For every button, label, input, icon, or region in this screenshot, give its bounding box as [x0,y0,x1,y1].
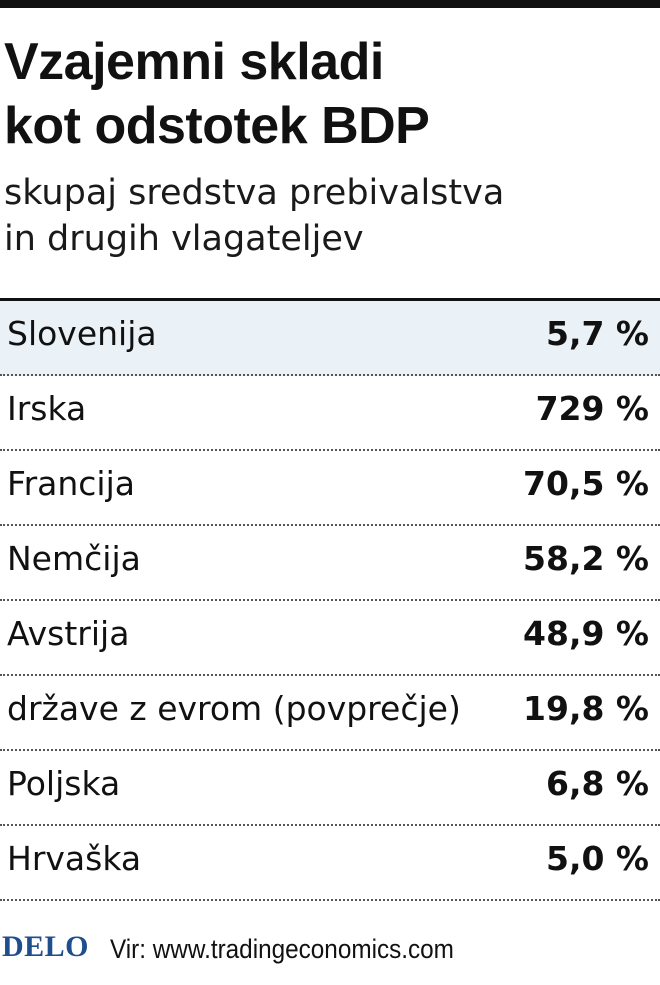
row-label: Francija [7,464,135,503]
row-value: 19,8 % [523,689,649,728]
row-label: Poljska [7,764,121,803]
row-label: Irska [7,389,87,428]
table-top-rule [0,298,660,301]
delo-logo: DELO [2,930,90,963]
row-value: 6,8 % [545,764,649,803]
row-value: 5,0 % [545,839,649,878]
chart-subtitle: skupaj sredstva prebivalstva in drugih v… [4,170,504,262]
row-value: 48,9 % [523,614,649,653]
data-table: Slovenija 5,7 % Irska 729 % Francija 70,5 % Ne… [0,301,660,901]
table-row: Francija 70,5 % [0,451,660,526]
row-label: države z evrom (povprečje) [7,689,461,728]
row-label: Slovenija [7,314,157,353]
table-row: Hrvaška 5,0 % [0,826,660,901]
title-line-1: Vzajemni skladi [4,33,384,91]
row-label: Nemčija [7,539,141,578]
footer: DELO Vir: www.tradingeconomics.com [0,925,660,969]
row-value: 729 % [535,389,649,428]
chart-title: Vzajemni skladi kot odstotek BDP [4,30,430,158]
table-row: države z evrom (povprečje) 19,8 % [0,676,660,751]
table-row: Poljska 6,8 % [0,751,660,826]
table-row: Nemčija 58,2 % [0,526,660,601]
subtitle-line-1: skupaj sredstva prebivalstva [4,173,505,213]
source-text: Vir: www.tradingeconomics.com [110,934,454,964]
row-label: Hrvaška [7,839,142,878]
row-value: 70,5 % [523,464,649,503]
subtitle-line-2: in drugih vlagateljev [4,219,364,259]
row-value: 5,7 % [545,314,649,353]
table-row: Irska 729 % [0,376,660,451]
row-label: Avstrija [7,614,130,653]
table-row: Slovenija 5,7 % [0,301,660,376]
title-line-2: kot odstotek BDP [4,97,430,155]
top-rule [0,0,660,8]
row-value: 58,2 % [523,539,649,578]
table-row: Avstrija 48,9 % [0,601,660,676]
